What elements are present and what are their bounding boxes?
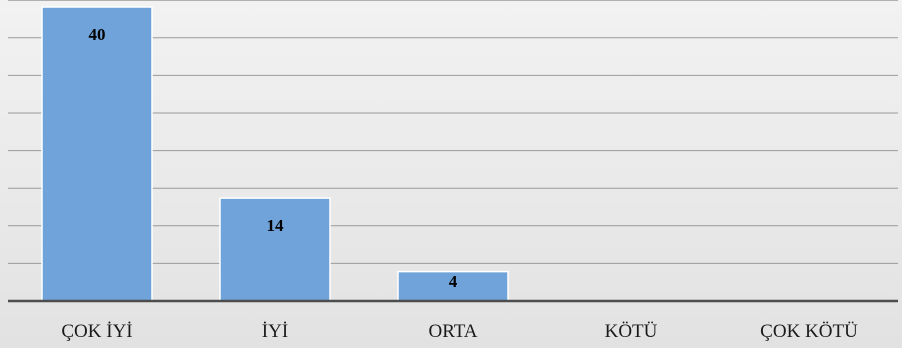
bar-0: [41, 6, 153, 302]
data-label-0: 40: [89, 25, 106, 44]
bar-2: [397, 270, 509, 302]
gridlines: [8, 0, 898, 264]
bar-1: [219, 197, 331, 302]
x-tick-label-2: ORTA: [428, 321, 477, 342]
data-labels: 40 14 4: [89, 25, 458, 291]
x-tick-label-4: ÇOK KÖTÜ: [760, 321, 858, 342]
bars: [41, 6, 509, 302]
x-tick-label-1: İYİ: [262, 321, 288, 342]
data-label-2: 4: [449, 272, 458, 291]
data-label-1: 14: [267, 216, 285, 235]
x-tick-labels: ÇOK İYİ İYİ ORTA KÖTÜ ÇOK KÖTÜ: [61, 321, 858, 342]
x-tick-label-0: ÇOK İYİ: [61, 321, 132, 342]
x-tick-label-3: KÖTÜ: [605, 321, 658, 342]
